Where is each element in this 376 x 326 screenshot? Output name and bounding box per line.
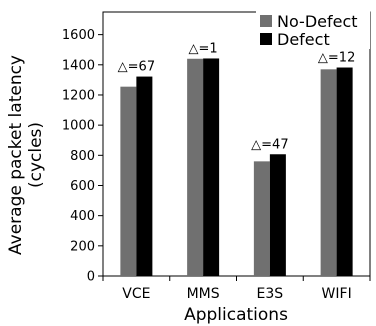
x-category-label: VCE	[122, 286, 150, 302]
delta-annotation: △=1	[189, 41, 218, 56]
bar-no-defect-vce	[120, 87, 136, 276]
y-tick-label: 800	[70, 149, 95, 164]
y-axis-title: Average packet latency (cycles)	[6, 55, 46, 255]
y-axis-title-line-1: Average packet latency	[6, 55, 26, 255]
y-tick-label: 600	[70, 179, 95, 194]
x-axis-title: Applications	[184, 305, 288, 325]
y-tick-label: 0	[87, 270, 95, 285]
y-tick-label: 1200	[62, 88, 95, 103]
bar-defect-wifi	[337, 68, 353, 276]
bar-no-defect-wifi	[321, 69, 337, 276]
legend-label-no-defect: No-Defect	[277, 12, 358, 31]
bar-defect-mms	[203, 58, 219, 276]
bar-no-defect-e3s	[254, 161, 270, 276]
bar-no-defect-mms	[187, 59, 203, 276]
bar-defect-e3s	[270, 154, 286, 276]
x-category-label: WIFI	[322, 286, 352, 302]
delta-annotation: △=47	[251, 137, 288, 152]
bar-defect-vce	[136, 77, 152, 276]
y-tick-label: 200	[70, 239, 95, 254]
y-tick-label: 1000	[62, 119, 95, 134]
y-tick-label: 400	[70, 209, 95, 224]
plot-area: 0 200 400 600 800 1000 1200 1400 1600 VCE △=67 MMS △…	[62, 12, 370, 302]
legend-swatch-no-defect	[260, 15, 272, 27]
y-tick-label: 1400	[62, 58, 95, 73]
legend-label-defect: Defect	[277, 30, 330, 49]
legend-swatch-defect	[260, 33, 272, 45]
delta-annotation: △=67	[118, 60, 155, 75]
delta-annotation: △=12	[318, 51, 355, 66]
x-category-label: E3S	[257, 286, 284, 302]
x-category-label: MMS	[187, 286, 220, 302]
y-tick-label: 1600	[62, 28, 95, 43]
y-axis-title-line-2: (cycles)	[26, 122, 46, 188]
